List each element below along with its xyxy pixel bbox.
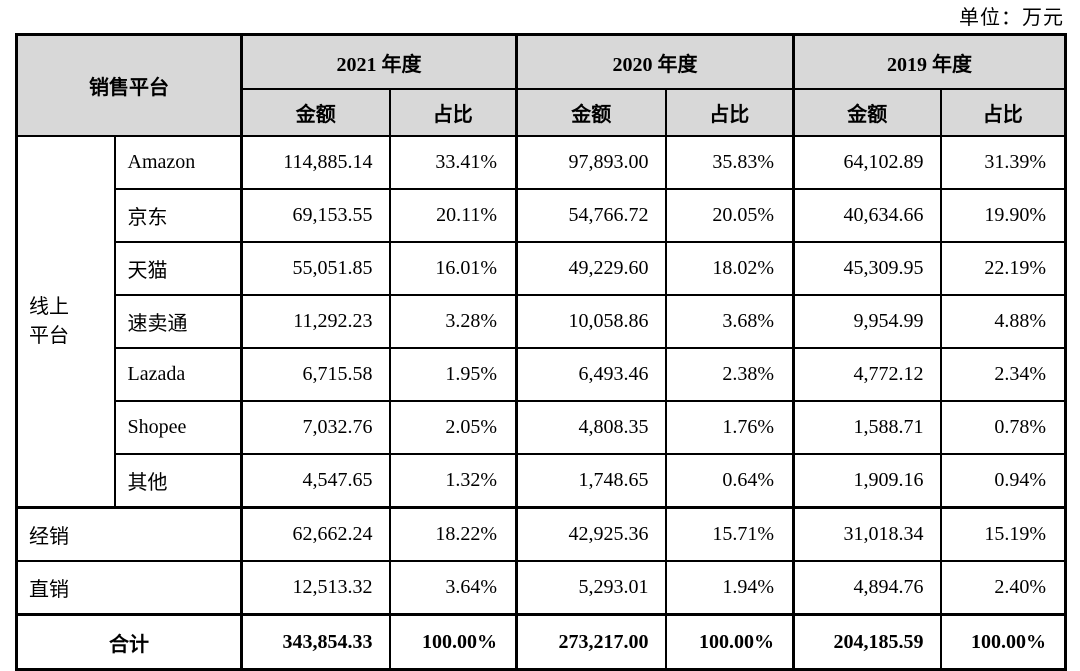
- amount-cell: 55,051.85: [240, 241, 391, 296]
- platform-name-cell: 京东: [113, 188, 243, 243]
- amount-cell: 64,102.89: [792, 135, 942, 190]
- online-platform-group-cell: 线上 平台: [15, 135, 116, 509]
- amount-cell: 6,715.58: [240, 347, 391, 402]
- amount-cell: 11,292.23: [240, 294, 391, 349]
- share-cell: 3.64%: [388, 560, 518, 616]
- amount-cell: 7,032.76: [240, 400, 391, 455]
- amount-cell: 1,588.71: [792, 400, 942, 455]
- share-cell: 35.83%: [664, 135, 795, 190]
- table-row-distribution: 经销 62,662.24 18.22% 42,925.36 15.71% 31,…: [15, 506, 1067, 562]
- amount-cell: 40,634.66: [792, 188, 942, 243]
- platform-name-cell: Shopee: [113, 400, 243, 455]
- amount-cell: 1,909.16: [792, 453, 942, 509]
- share-cell: 16.01%: [388, 241, 518, 296]
- share-cell: 2.38%: [664, 347, 795, 402]
- amount-cell: 42,925.36: [515, 506, 667, 562]
- header-row-metrics: 金额 占比 金额 占比 金额 占比: [17, 88, 1067, 137]
- year-2020-header: 2020 年度: [515, 33, 795, 90]
- year-2019-header: 2019 年度: [792, 33, 1067, 90]
- share-cell: 1.95%: [388, 347, 518, 402]
- share-cell: 0.64%: [664, 453, 795, 509]
- header-row-years: 销售平台 2021 年度 2020 年度 2019 年度: [15, 33, 1067, 137]
- share-header: 占比: [664, 88, 795, 137]
- amount-cell: 5,293.01: [515, 560, 667, 616]
- year-2021-header: 2021 年度: [240, 33, 518, 90]
- share-cell: 4.88%: [939, 294, 1067, 349]
- channel-label-cell: 经销: [15, 506, 243, 562]
- share-cell: 0.94%: [939, 453, 1067, 509]
- share-cell: 18.02%: [664, 241, 795, 296]
- table-row: Shopee 7,032.76 2.05% 4,808.35 1.76% 1,5…: [17, 400, 1067, 455]
- share-cell: 100.00%: [939, 613, 1067, 671]
- share-header: 占比: [939, 88, 1067, 137]
- share-cell: 18.22%: [388, 506, 518, 562]
- share-cell: 22.19%: [939, 241, 1067, 296]
- share-cell: 19.90%: [939, 188, 1067, 243]
- amount-cell: 4,894.76: [792, 560, 942, 616]
- share-cell: 1.32%: [388, 453, 518, 509]
- share-cell: 1.76%: [664, 400, 795, 455]
- channel-label-cell: 直销: [15, 560, 243, 616]
- platform-name-cell: Lazada: [113, 347, 243, 402]
- share-cell: 1.94%: [664, 560, 795, 616]
- share-cell: 2.40%: [939, 560, 1067, 616]
- sales-platform-header: 销售平台: [15, 33, 243, 137]
- amount-cell: 204,185.59: [792, 613, 942, 671]
- share-cell: 3.28%: [388, 294, 518, 349]
- platform-name-cell: 天猫: [113, 241, 243, 296]
- amount-header: 金额: [515, 88, 667, 137]
- share-cell: 0.78%: [939, 400, 1067, 455]
- share-header: 占比: [388, 88, 518, 137]
- amount-cell: 9,954.99: [792, 294, 942, 349]
- share-cell: 15.71%: [664, 506, 795, 562]
- amount-cell: 97,893.00: [515, 135, 667, 190]
- table-row: 其他 4,547.65 1.32% 1,748.65 0.64% 1,909.1…: [17, 453, 1067, 509]
- table-row-direct-sales: 直销 12,513.32 3.64% 5,293.01 1.94% 4,894.…: [15, 560, 1067, 616]
- table-row: 速卖通 11,292.23 3.28% 10,058.86 3.68% 9,95…: [17, 294, 1067, 349]
- share-cell: 2.34%: [939, 347, 1067, 402]
- platform-name-cell: Amazon: [113, 135, 243, 190]
- platform-name-cell: 速卖通: [113, 294, 243, 349]
- amount-cell: 273,217.00: [515, 613, 667, 671]
- amount-header: 金额: [240, 88, 391, 137]
- share-cell: 100.00%: [664, 613, 795, 671]
- amount-cell: 6,493.46: [515, 347, 667, 402]
- table-row: Lazada 6,715.58 1.95% 6,493.46 2.38% 4,7…: [17, 347, 1067, 402]
- share-cell: 2.05%: [388, 400, 518, 455]
- amount-cell: 4,808.35: [515, 400, 667, 455]
- amount-cell: 10,058.86: [515, 294, 667, 349]
- share-cell: 33.41%: [388, 135, 518, 190]
- table-row: 京东 69,153.55 20.11% 54,766.72 20.05% 40,…: [17, 188, 1067, 243]
- amount-cell: 31,018.34: [792, 506, 942, 562]
- amount-cell: 69,153.55: [240, 188, 391, 243]
- amount-header: 金额: [792, 88, 942, 137]
- share-cell: 15.19%: [939, 506, 1067, 562]
- table-row: 天猫 55,051.85 16.01% 49,229.60 18.02% 45,…: [17, 241, 1067, 296]
- platform-name-cell: 其他: [113, 453, 243, 509]
- amount-cell: 4,547.65: [240, 453, 391, 509]
- unit-label: 单位：万元: [959, 7, 1064, 29]
- share-cell: 20.11%: [388, 188, 518, 243]
- amount-cell: 49,229.60: [515, 241, 667, 296]
- share-cell: 100.00%: [388, 613, 518, 671]
- amount-cell: 1,748.65: [515, 453, 667, 509]
- amount-cell: 62,662.24: [240, 506, 391, 562]
- share-cell: 20.05%: [664, 188, 795, 243]
- total-row: 合计 343,854.33 100.00% 273,217.00 100.00%…: [15, 613, 1067, 671]
- amount-cell: 45,309.95: [792, 241, 942, 296]
- share-cell: 3.68%: [664, 294, 795, 349]
- share-cell: 31.39%: [939, 135, 1067, 190]
- amount-cell: 12,513.32: [240, 560, 391, 616]
- table-row: 线上 平台 Amazon 114,885.14 33.41% 97,893.00…: [15, 135, 1067, 509]
- total-label-cell: 合计: [15, 613, 243, 671]
- amount-cell: 114,885.14: [240, 135, 391, 190]
- amount-cell: 343,854.33: [240, 613, 391, 671]
- amount-cell: 4,772.12: [792, 347, 942, 402]
- sales-by-platform-table: 销售平台 2021 年度 2020 年度 2019 年度 金额 占比 金额 占比…: [15, 33, 1067, 671]
- amount-cell: 54,766.72: [515, 188, 667, 243]
